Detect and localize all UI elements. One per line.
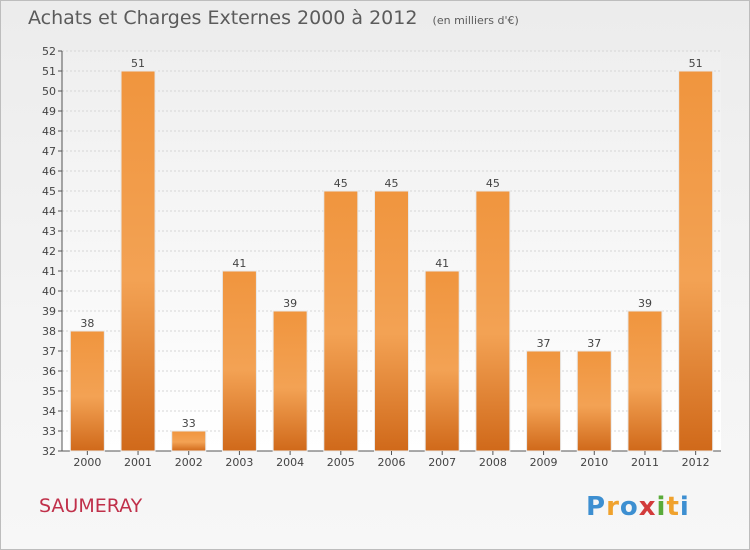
y-tick-label: 35 <box>42 385 56 398</box>
logo-letter: o <box>619 492 639 522</box>
bar <box>272 310 308 452</box>
bar <box>120 70 156 452</box>
bar <box>627 310 663 452</box>
x-tick-label: 2008 <box>479 456 507 469</box>
bar <box>374 190 409 452</box>
logo-letter: t <box>666 492 680 522</box>
data-label: 37 <box>537 337 551 350</box>
x-tick-label: 2010 <box>580 456 608 469</box>
data-label: 45 <box>334 177 348 190</box>
y-tick-label: 36 <box>42 365 56 378</box>
y-tick-label: 40 <box>42 285 56 298</box>
bar <box>424 270 460 452</box>
data-label: 39 <box>283 297 297 310</box>
data-label: 41 <box>232 257 246 270</box>
data-label: 33 <box>182 417 196 430</box>
logo-letter: x <box>638 492 657 522</box>
bar <box>576 350 612 452</box>
y-tick-label: 39 <box>42 305 56 318</box>
y-tick-label: 52 <box>42 45 56 58</box>
bar <box>171 430 207 452</box>
y-tick-label: 32 <box>42 445 56 458</box>
y-tick-label: 49 <box>42 105 56 118</box>
logo-letter: r <box>606 492 620 522</box>
proxiti-logo: Proxiti <box>586 492 690 522</box>
data-label: 51 <box>689 57 703 70</box>
y-tick-label: 37 <box>42 345 56 358</box>
y-tick-label: 45 <box>42 185 56 198</box>
chart-subtitle: (en milliers d'€) <box>432 14 519 27</box>
chart-title: Achats et Charges Externes 2000 à 2012 <box>28 7 418 29</box>
data-label: 39 <box>638 297 652 310</box>
data-label: 45 <box>385 177 399 190</box>
y-tick-label: 51 <box>42 65 56 78</box>
y-tick-label: 42 <box>42 245 56 258</box>
y-tick-label: 38 <box>42 325 56 338</box>
x-tick-label: 2011 <box>631 456 659 469</box>
data-label: 51 <box>131 57 145 70</box>
commune-name: SAUMERAY <box>39 495 143 517</box>
x-tick-label: 2001 <box>124 456 152 469</box>
x-tick-label: 2003 <box>225 456 253 469</box>
bar <box>678 70 714 452</box>
x-tick-label: 2004 <box>276 456 304 469</box>
x-tick-label: 2005 <box>327 456 355 469</box>
logo-letter: i <box>679 492 690 522</box>
y-tick-label: 33 <box>42 425 56 438</box>
x-tick-label: 2000 <box>73 456 101 469</box>
logo-letter: i <box>656 492 667 522</box>
bar <box>526 350 562 452</box>
y-tick-label: 48 <box>42 125 56 138</box>
y-tick-label: 43 <box>42 225 56 238</box>
x-tick-label: 2009 <box>530 456 558 469</box>
bar <box>323 190 359 452</box>
data-label: 41 <box>435 257 449 270</box>
data-label: 45 <box>486 177 500 190</box>
bar <box>475 190 511 452</box>
data-label: 37 <box>587 337 601 350</box>
x-tick-label: 2006 <box>378 456 406 469</box>
x-tick-label: 2012 <box>682 456 710 469</box>
bar <box>221 270 257 452</box>
y-tick-label: 50 <box>42 85 56 98</box>
bar <box>69 330 105 452</box>
y-tick-label: 47 <box>42 145 56 158</box>
y-tick-label: 34 <box>42 405 56 418</box>
y-tick-label: 44 <box>42 205 56 218</box>
y-tick-label: 46 <box>42 165 56 178</box>
x-tick-label: 2007 <box>428 456 456 469</box>
logo-letter: P <box>586 492 607 522</box>
x-tick-label: 2002 <box>175 456 203 469</box>
data-label: 38 <box>80 317 94 330</box>
y-tick-label: 41 <box>42 265 56 278</box>
chart-title-line: Achats et Charges Externes 2000 à 2012 (… <box>28 7 519 29</box>
